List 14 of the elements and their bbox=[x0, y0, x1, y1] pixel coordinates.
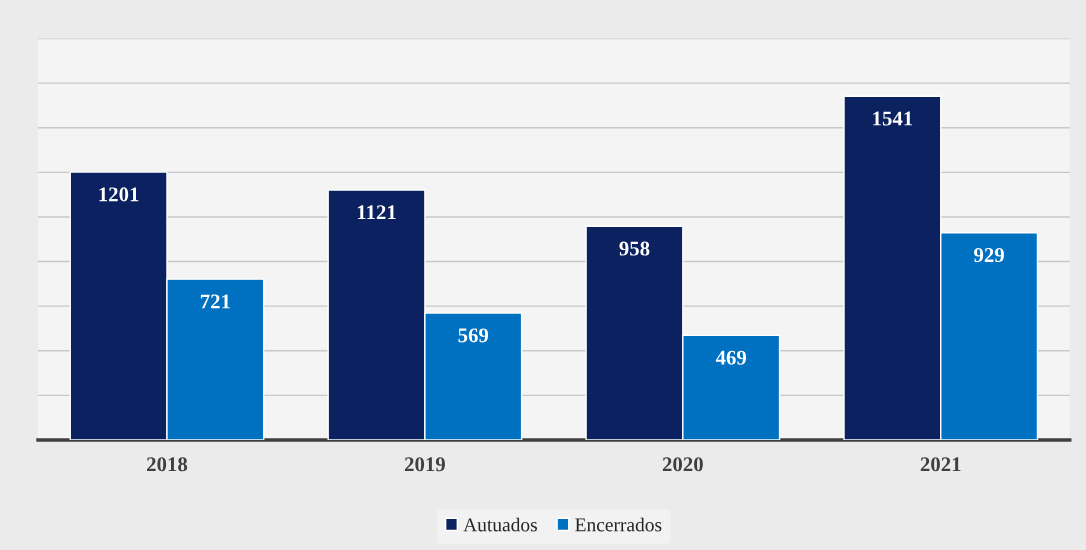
data-label: 1201 bbox=[99, 187, 139, 202]
data-label: 569 bbox=[458, 328, 489, 343]
x-tick-label: 2021 bbox=[920, 457, 961, 472]
data-label: 721 bbox=[200, 294, 230, 309]
legend-label: Encerrados bbox=[575, 517, 662, 532]
x-tick-label: 2020 bbox=[662, 457, 703, 472]
data-label: 1541 bbox=[873, 111, 913, 126]
x-tick-label: 2018 bbox=[147, 457, 188, 472]
x-tick-label: 2019 bbox=[404, 457, 445, 472]
data-label: 958 bbox=[619, 241, 650, 256]
data-label: 1121 bbox=[357, 205, 396, 220]
data-label: 929 bbox=[974, 248, 1004, 263]
data-label: 469 bbox=[715, 350, 747, 365]
legend-label: Autuados bbox=[463, 517, 537, 532]
